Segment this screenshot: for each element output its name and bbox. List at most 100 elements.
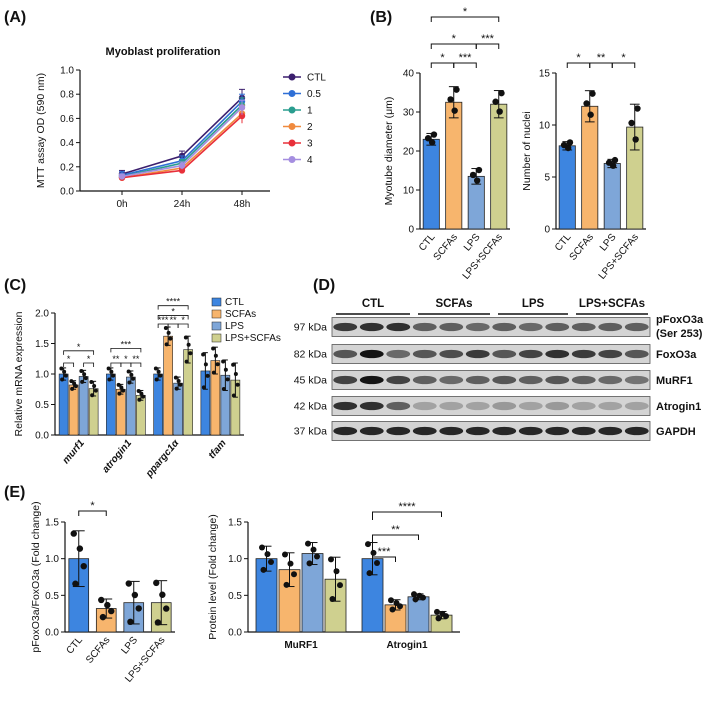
- data-point: [116, 382, 121, 387]
- y-axis-title: Relative mRNA expression: [13, 311, 25, 436]
- blot-strip: [331, 421, 651, 441]
- significance-label: *: [124, 354, 128, 364]
- bar: [490, 103, 508, 230]
- data-point: [205, 373, 210, 378]
- data-point: [69, 379, 74, 384]
- blot-band: [412, 401, 437, 411]
- blot-band: [386, 426, 411, 436]
- y-tick-label: 1.5: [228, 518, 242, 529]
- data-point: [166, 330, 171, 335]
- data-point: [333, 568, 340, 575]
- data-point: [119, 385, 124, 390]
- significance-label: *: [452, 33, 457, 45]
- data-point: [153, 366, 158, 371]
- data-point: [583, 100, 590, 107]
- data-point: [238, 104, 246, 111]
- data-point: [233, 371, 238, 376]
- data-point: [188, 351, 193, 356]
- significance-label: *: [77, 342, 81, 352]
- data-point: [435, 615, 442, 622]
- significance-bracket: [110, 347, 142, 353]
- blot-band: [571, 401, 596, 411]
- data-point: [89, 380, 94, 385]
- data-point: [611, 156, 619, 164]
- blot-band: [439, 401, 464, 411]
- data-point: [225, 377, 230, 382]
- blot-band: [439, 375, 464, 385]
- data-point: [213, 353, 218, 358]
- legend-swatch: [211, 309, 222, 319]
- data-point: [154, 377, 159, 382]
- panel-label-c: (C): [4, 277, 26, 294]
- blot-kda-label: 82 kDa: [294, 349, 327, 361]
- blot-protein-label: (Ser 253): [656, 328, 703, 340]
- blot-protein-label: GAPDH: [656, 426, 696, 438]
- significance-bracket: [372, 511, 442, 520]
- y-tick-label: 0.0: [60, 187, 74, 198]
- data-point: [223, 367, 228, 372]
- blot-band: [492, 349, 517, 359]
- data-point: [106, 366, 111, 371]
- data-point: [451, 107, 458, 114]
- data-point: [215, 362, 220, 367]
- data-point: [137, 397, 142, 402]
- bar: [68, 384, 79, 436]
- blot-band: [518, 401, 543, 411]
- blot-band: [492, 375, 517, 385]
- data-point: [125, 580, 132, 587]
- significance-label: *: [181, 315, 185, 325]
- data-point: [108, 607, 115, 615]
- blot-kda-label: 97 kDa: [294, 322, 327, 334]
- y-tick-label: 1.0: [60, 66, 74, 77]
- data-point: [98, 596, 105, 604]
- data-point: [632, 136, 639, 143]
- data-point: [560, 141, 568, 149]
- data-point: [126, 369, 131, 374]
- data-point: [118, 173, 126, 180]
- panel-label-b: (B): [370, 9, 392, 26]
- blot-band: [492, 426, 517, 436]
- data-point: [93, 388, 98, 393]
- data-point: [337, 582, 343, 589]
- legend-marker: [288, 156, 296, 163]
- bar: [126, 376, 136, 436]
- y-tick-label: 0.5: [228, 591, 242, 602]
- panel-e-protein-chart: 0.0 0.5 1.0 1.5 Protein level (Fold change) M…: [207, 501, 460, 651]
- significance-bracket: [453, 62, 477, 68]
- blot-band: [518, 322, 543, 332]
- blot-band: [359, 426, 384, 436]
- bar: [422, 138, 440, 230]
- significance-label: ***: [158, 315, 169, 325]
- blot-band: [545, 375, 570, 385]
- legend-label: 4: [307, 155, 313, 166]
- data-point: [153, 579, 160, 587]
- data-point: [131, 591, 139, 599]
- legend-label: 1: [307, 106, 313, 117]
- data-point: [178, 162, 186, 169]
- y-tick-label: 0.0: [35, 431, 49, 442]
- x-tick-label: atrogin1: [100, 438, 134, 476]
- y-tick-label: 0: [408, 225, 414, 236]
- y-tick-label: 0.4: [60, 138, 74, 149]
- x-tick-label: 0h: [116, 199, 127, 210]
- x-tick-label: CTL: [64, 635, 85, 657]
- data-point: [424, 135, 432, 142]
- significance-label: ***: [121, 339, 132, 349]
- blot-band: [598, 322, 623, 332]
- blot-band: [439, 322, 464, 332]
- data-point: [393, 600, 400, 607]
- significance-bracket: [63, 350, 95, 355]
- blot-band: [571, 322, 596, 332]
- data-point: [221, 359, 226, 364]
- data-point: [221, 386, 226, 391]
- y-tick-label: 2.0: [35, 309, 49, 320]
- y-tick-label: 1.0: [45, 554, 59, 565]
- data-point: [164, 342, 169, 347]
- blot-band: [571, 349, 596, 359]
- blot-band: [465, 426, 490, 436]
- blot-band: [465, 401, 490, 411]
- legend-label: CTL: [225, 297, 244, 308]
- data-point: [283, 581, 290, 588]
